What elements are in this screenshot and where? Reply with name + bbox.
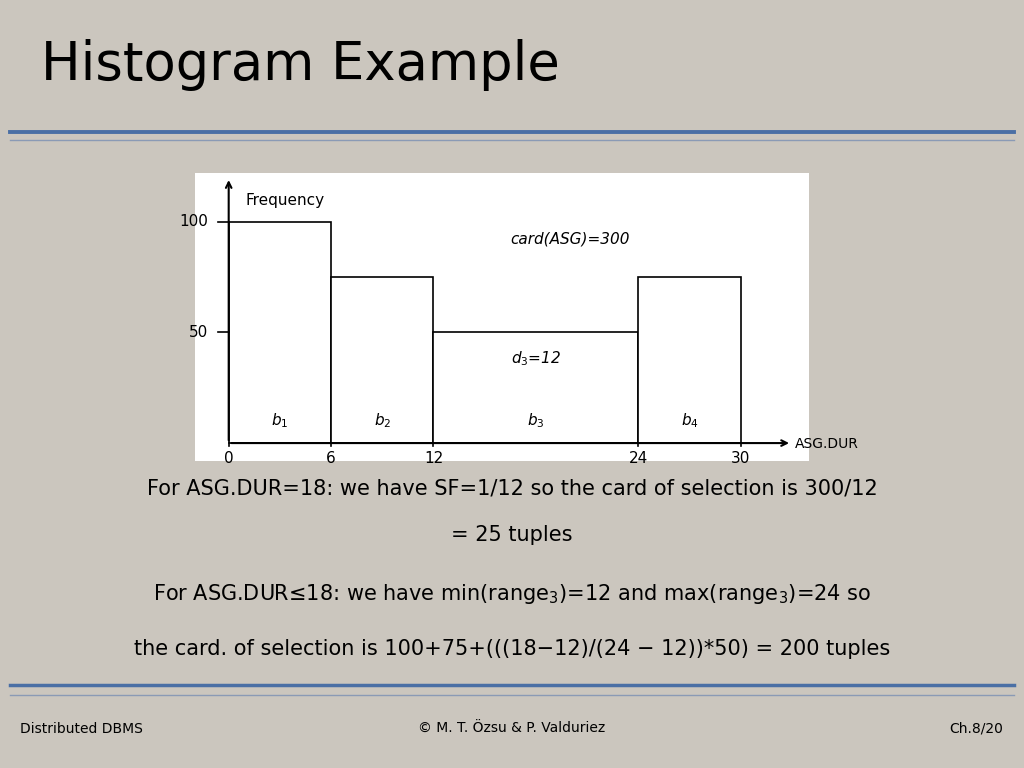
Text: $b_4$: $b_4$: [681, 411, 698, 430]
Bar: [331, 277, 433, 443]
Bar: [228, 221, 331, 443]
Text: $d_3$=12: $d_3$=12: [511, 349, 561, 368]
Text: For ASG.DUR≤18: we have min(range$_3$)=12 and max(range$_3$)=24 so: For ASG.DUR≤18: we have min(range$_3$)=1…: [153, 581, 871, 606]
Text: $b_3$: $b_3$: [527, 411, 545, 430]
Text: 50: 50: [189, 325, 208, 339]
Text: 0: 0: [224, 451, 233, 466]
Text: Ch.8/20: Ch.8/20: [949, 722, 1004, 736]
Text: the card. of selection is 100+75+(((18−12)/(24 − 12))*50) = 200 tuples: the card. of selection is 100+75+(((18−1…: [134, 639, 890, 659]
Text: Histogram Example: Histogram Example: [41, 39, 560, 91]
Text: ASG.DUR: ASG.DUR: [796, 437, 859, 451]
Text: card(ASG)=300: card(ASG)=300: [510, 232, 630, 247]
Text: $b_2$: $b_2$: [374, 411, 391, 430]
Text: 30: 30: [731, 451, 751, 466]
Text: 6: 6: [327, 451, 336, 466]
Text: $b_1$: $b_1$: [271, 411, 289, 430]
Bar: [433, 333, 638, 443]
Text: 100: 100: [179, 214, 208, 229]
Text: Distributed DBMS: Distributed DBMS: [20, 722, 143, 736]
Text: 24: 24: [629, 451, 648, 466]
Text: For ASG.DUR=18: we have SF=1/12 so the card of selection is 300/12: For ASG.DUR=18: we have SF=1/12 so the c…: [146, 478, 878, 498]
Text: © M. T. Özsu & P. Valduriez: © M. T. Özsu & P. Valduriez: [419, 722, 605, 736]
Bar: [638, 277, 740, 443]
Text: = 25 tuples: = 25 tuples: [452, 525, 572, 545]
Text: 12: 12: [424, 451, 443, 466]
Text: Frequency: Frequency: [246, 193, 325, 207]
